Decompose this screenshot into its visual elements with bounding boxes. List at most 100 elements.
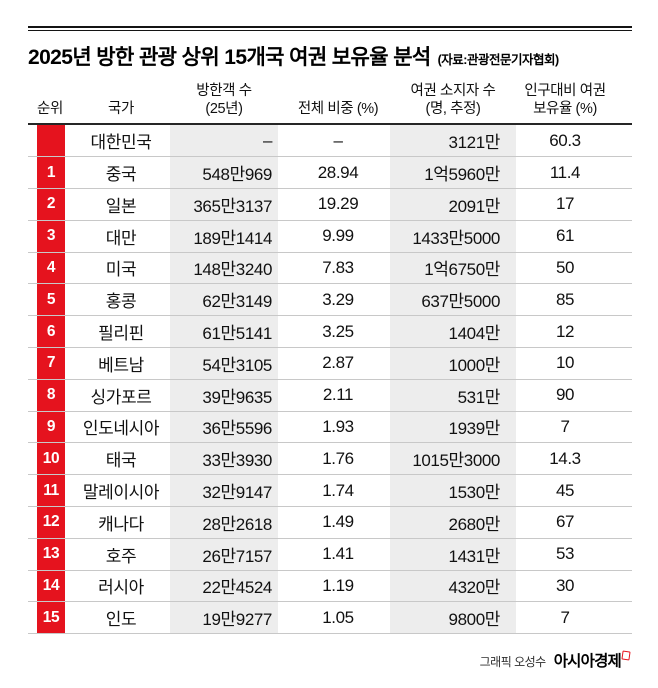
passport-cell: 637만5000	[390, 284, 516, 316]
rank-cell: 10	[28, 443, 72, 475]
passport-cell: 2091만	[390, 188, 516, 220]
share-cell: 1.93	[322, 416, 354, 436]
passport-cell: 4320만	[390, 570, 516, 602]
passport-cell: 1억5960만	[390, 157, 516, 188]
table-row: 12 캐나다 28만2618 1.49 2680만 67	[28, 506, 632, 539]
country-cell: 러시아	[98, 578, 144, 598]
visitors-cell: 148만3240	[170, 252, 278, 284]
passport-cell: 1530만	[390, 475, 516, 506]
table-header-row: 순위 국가 방한객 수 (25년) 전체 비중 (%) 여권 소지자 수 (명,…	[28, 83, 632, 126]
rank-cell	[28, 125, 72, 157]
share-cell: 3.29	[322, 289, 354, 309]
table-row: 10 태국 33만3930 1.76 1015만3000 14.3	[28, 443, 632, 476]
country-cell: 인도네시아	[82, 419, 160, 439]
share-cell: 1.49	[322, 512, 354, 532]
share-cell: 1.76	[322, 448, 354, 468]
country-cell: 태국	[105, 451, 137, 471]
rank-cell: 1	[28, 157, 72, 188]
passport-cell: 2680만	[390, 506, 516, 538]
table-row: 11 말레이시아 32만9147 1.74 1530만 45	[28, 475, 632, 507]
table-row: 6 필리핀 61만5141 3.25 1404만 12	[28, 316, 632, 348]
rank-cell: 8	[28, 379, 72, 411]
table-row: 3 대만 189만1414 9.99 1433만5000 61	[28, 220, 632, 253]
rate-cell: 90	[555, 385, 575, 405]
visitors-cell: 36만5596	[170, 411, 278, 443]
visitors-cell: 28만2618	[170, 506, 278, 538]
header-share: 전체 비중 (%)	[297, 100, 379, 117]
rank-cell: 11	[28, 475, 72, 506]
page-title: 2025년 방한 관광 상위 15개국 여권 보유율 분석	[28, 46, 431, 69]
country-cell: 대한민국	[90, 133, 152, 153]
table-row: 4 미국 148만3240 7.83 1억6750만 50	[28, 252, 632, 285]
share-cell: 1.05	[322, 607, 354, 627]
country-cell: 싱가포르	[90, 387, 152, 407]
visitors-cell: 39만9635	[170, 379, 278, 411]
header-visitors: 방한객 수 (25년)	[196, 83, 252, 117]
visitors-cell: 22만4524	[170, 570, 278, 602]
passport-cell: 1015만3000	[390, 443, 516, 475]
country-cell: 캐나다	[98, 514, 144, 534]
table-row: 13 호주 26만7157 1.41 1431만 53	[28, 538, 632, 571]
visitors-cell: 54만3105	[170, 347, 278, 379]
rate-cell: 61	[555, 226, 575, 246]
top-double-rule	[28, 26, 632, 31]
passport-cell: 3121만	[390, 125, 516, 157]
passport-cell: 9800만	[390, 602, 516, 634]
rate-cell: 17	[555, 194, 575, 214]
table-row: 14 러시아 22만4524 1.19 4320만 30	[28, 570, 632, 603]
header-country: 국가	[108, 100, 134, 117]
share-cell: 2.87	[322, 353, 354, 373]
share-cell: –	[333, 130, 343, 150]
rate-cell: 53	[555, 544, 575, 564]
passport-cell: 1억6750만	[390, 252, 516, 284]
table-row: 8 싱가포르 39만9635 2.11 531만 90	[28, 379, 632, 412]
visitors-cell: 61만5141	[170, 316, 278, 347]
country-cell: 인도	[105, 610, 137, 630]
visitors-cell: 365만3137	[170, 188, 278, 220]
table-row: 7 베트남 54만3105 2.87 1000만 10	[28, 347, 632, 380]
share-cell: 2.11	[322, 385, 354, 405]
share-cell: 3.25	[322, 321, 354, 341]
footer: 그래픽 오성수 아시아경제	[28, 649, 632, 671]
visitors-cell: 19만9277	[170, 602, 278, 634]
table-row: 9 인도네시아 36만5596 1.93 1939만 7	[28, 411, 632, 444]
country-cell: 말레이시아	[82, 483, 160, 503]
header-rank: 순위	[37, 100, 63, 117]
rate-cell: 12	[555, 321, 575, 341]
share-cell: 1.74	[322, 480, 354, 500]
passport-cell: 531만	[390, 379, 516, 411]
rank-cell: 15	[28, 602, 72, 634]
visitors-cell: 26만7157	[170, 538, 278, 570]
share-cell: 7.83	[322, 257, 354, 277]
passport-cell: 1939만	[390, 411, 516, 443]
rate-cell: 7	[560, 416, 570, 436]
rate-cell: 7	[560, 607, 570, 627]
visitors-cell: 189만1414	[170, 220, 278, 252]
rate-cell: 30	[555, 575, 575, 595]
visitors-cell: –	[170, 125, 278, 157]
passport-cell: 1433만5000	[390, 220, 516, 252]
rank-cell: 12	[28, 506, 72, 538]
rate-cell: 50	[555, 257, 575, 277]
rank-cell: 2	[28, 188, 72, 220]
rate-cell: 11.4	[549, 162, 581, 182]
country-cell: 홍콩	[105, 292, 137, 312]
asiae-logo-mark-icon	[621, 650, 631, 661]
rate-cell: 60.3	[549, 130, 581, 150]
country-cell: 대만	[105, 228, 137, 248]
rank-cell: 5	[28, 284, 72, 316]
header-passport: 여권 소지자 수 (명, 추정)	[410, 83, 496, 117]
brand-logo: 아시아경제	[554, 649, 631, 671]
rate-cell: 45	[555, 480, 575, 500]
table-row: 5 홍콩 62만3149 3.29 637만5000 85	[28, 284, 632, 317]
table-row: 15 인도 19만9277 1.05 9800만 7	[28, 602, 632, 635]
rank-cell: 4	[28, 252, 72, 284]
share-cell: 19.29	[317, 194, 359, 214]
visitors-cell: 33만3930	[170, 443, 278, 475]
country-cell: 베트남	[98, 355, 144, 375]
passport-cell: 1000만	[390, 347, 516, 379]
visitors-cell: 32만9147	[170, 475, 278, 506]
rank-cell: 9	[28, 411, 72, 443]
country-cell: 중국	[105, 165, 137, 185]
